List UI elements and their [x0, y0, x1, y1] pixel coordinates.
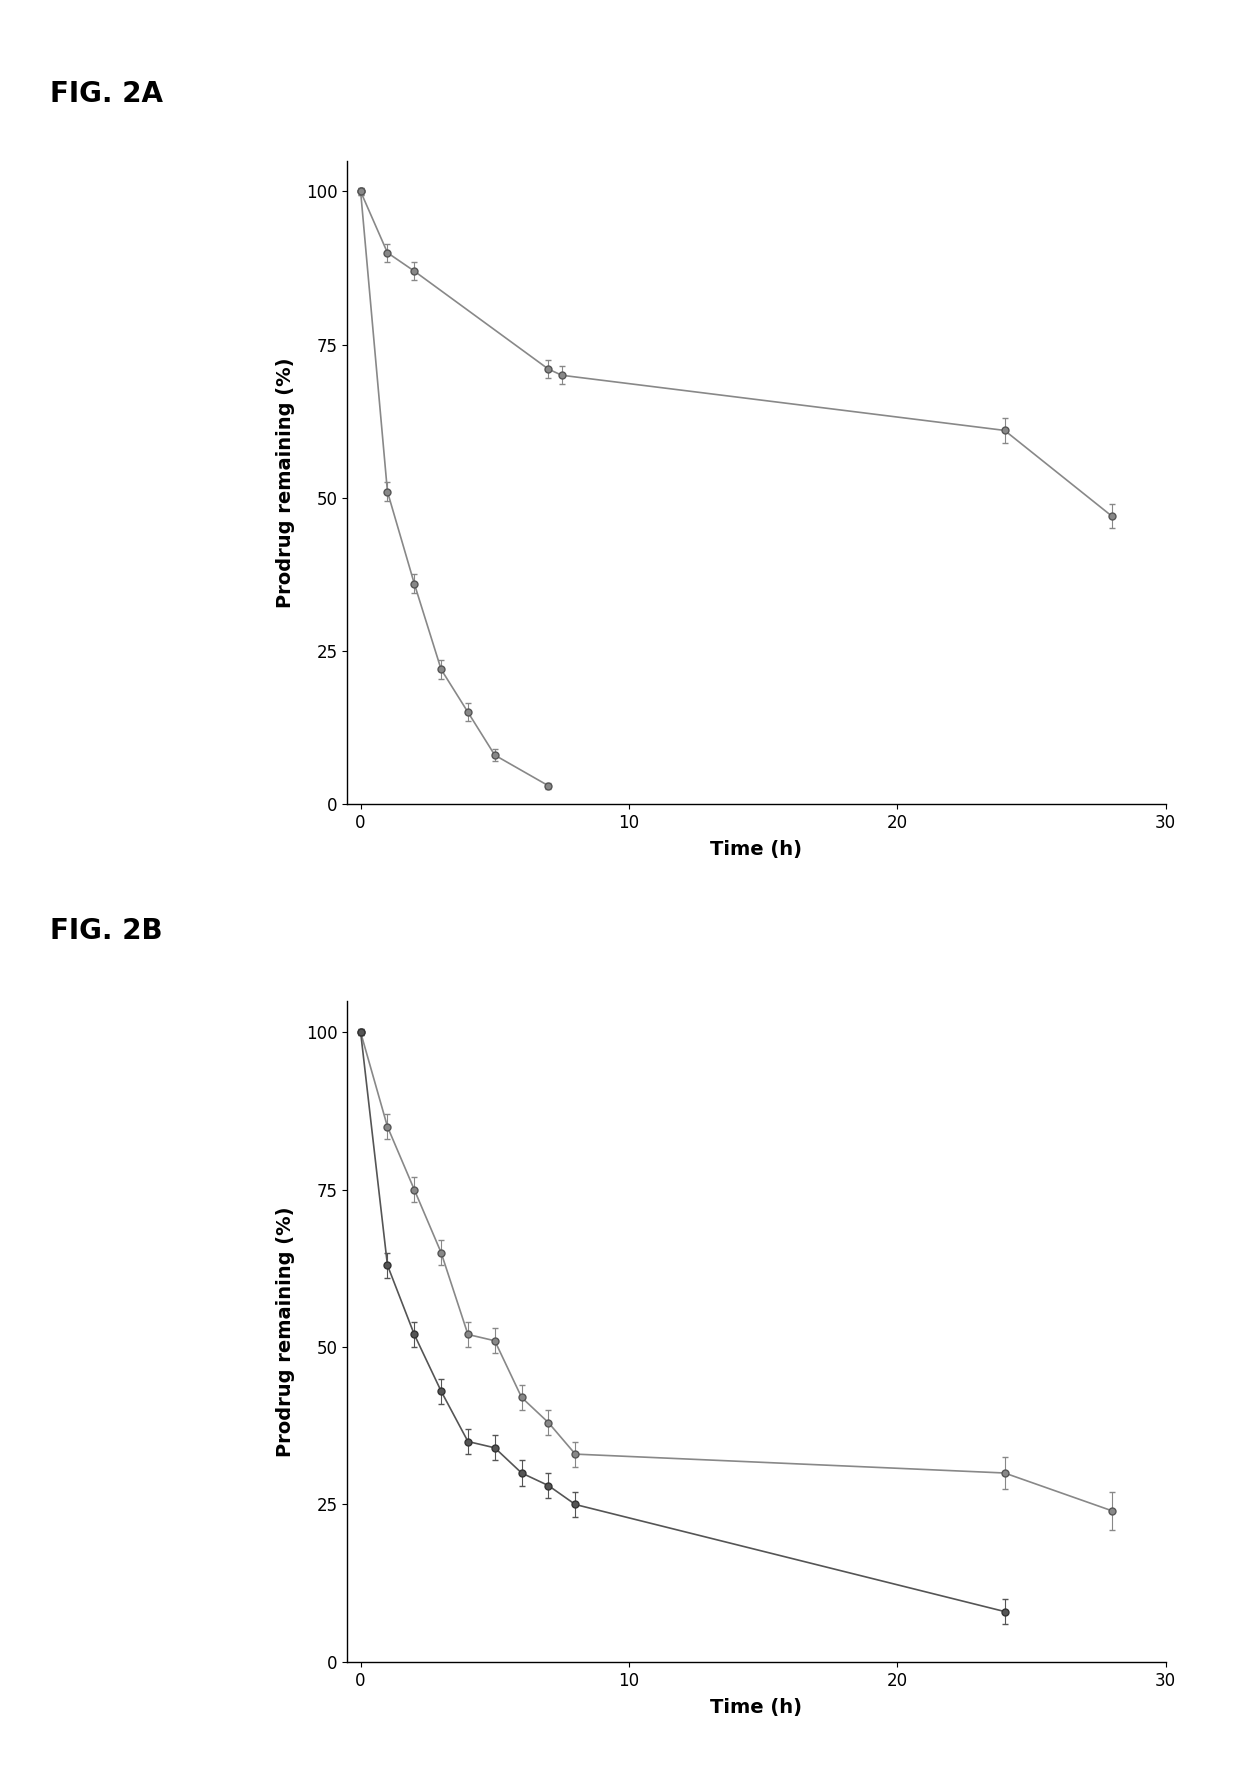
Text: FIG. 2A: FIG. 2A [50, 80, 162, 109]
X-axis label: Time (h): Time (h) [711, 840, 802, 860]
Y-axis label: Prodrug remaining (%): Prodrug remaining (%) [275, 357, 295, 608]
X-axis label: Time (h): Time (h) [711, 1698, 802, 1717]
Y-axis label: Prodrug remaining (%): Prodrug remaining (%) [275, 1206, 295, 1456]
Text: FIG. 2B: FIG. 2B [50, 917, 162, 945]
